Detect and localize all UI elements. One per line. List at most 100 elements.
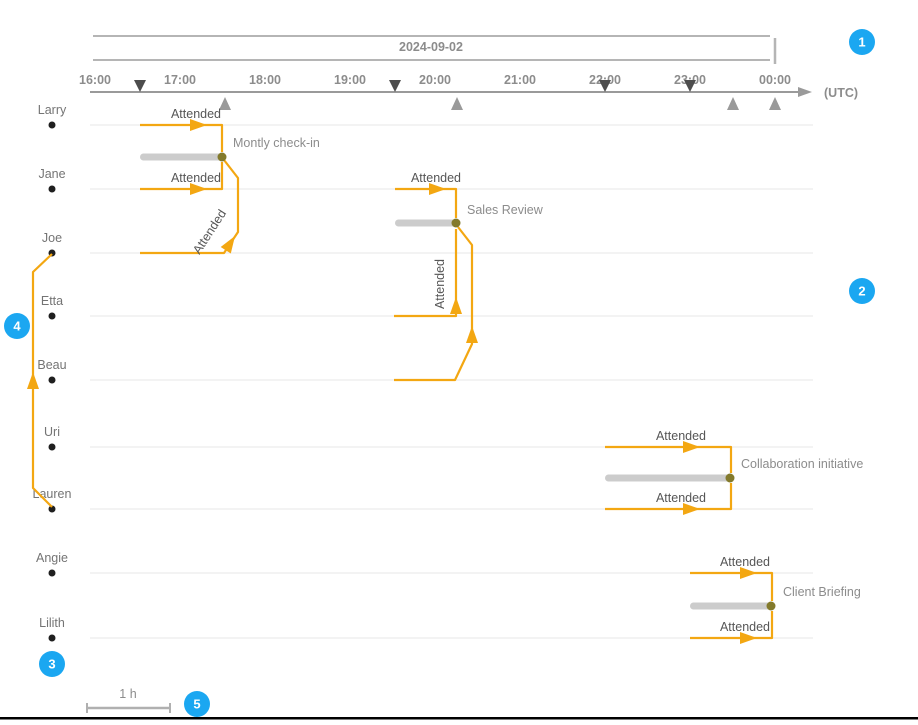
attendance-arrowhead-jane: [190, 183, 207, 195]
attended-label-lilith: Attended: [720, 620, 770, 634]
attendance-path-angie: [690, 571, 774, 601]
relation-arrowhead: [27, 372, 39, 389]
attendance-path-etta: [394, 229, 458, 318]
axis-tick-label: 16:00: [79, 73, 111, 87]
event-label-sales-review: Sales Review: [467, 203, 544, 217]
badge-circle-2[interactable]: [849, 278, 875, 304]
annotation-badge-2[interactable]: 2: [849, 278, 875, 304]
event-client-briefing: Attended Attended Client Briefing: [690, 555, 861, 644]
badge-circle-3[interactable]: [39, 651, 65, 677]
person-node-angie[interactable]: [48, 569, 56, 577]
badge-number-2: 2: [858, 284, 865, 299]
date-band: 2024-09-02: [93, 35, 777, 64]
person-node-beau[interactable]: [48, 376, 56, 384]
event-end-marker: [219, 97, 231, 110]
attendance-arrowhead-joe: [220, 236, 235, 254]
event-bar-montly-check-in[interactable]: [140, 153, 222, 161]
scale-legend: 1 h: [86, 687, 171, 713]
badge-circle-5[interactable]: [184, 691, 210, 717]
person-label-angie: Angie: [36, 551, 68, 565]
person-node-larry[interactable]: [48, 121, 56, 129]
annotation-badge-1[interactable]: 1: [849, 29, 875, 55]
attended-label-lauren: Attended: [656, 491, 706, 505]
event-bar-collaboration-initiative[interactable]: [605, 474, 730, 482]
attendance-arrowhead-uri: [683, 441, 700, 453]
attended-label-jane: Attended: [171, 171, 221, 185]
attendance-arrowhead-etta: [450, 297, 462, 314]
event-end-dot-sales-review[interactable]: [451, 218, 461, 228]
person-label-etta: Etta: [41, 294, 63, 308]
attendance-arrowhead-beau: [466, 326, 478, 343]
attendance-path-beau: [394, 226, 474, 382]
axis-tick-label: 19:00: [334, 73, 366, 87]
event-end-dot-collaboration-initiative[interactable]: [725, 473, 735, 483]
date-label: 2024-09-02: [399, 40, 463, 54]
event-label-client-briefing: Client Briefing: [783, 585, 861, 599]
event-montly-check-in: Attended Attended Attended Montly check-in: [140, 107, 320, 257]
attendance-path-joe: [140, 159, 240, 255]
event-end-marker: [769, 97, 781, 110]
person-label-lilith: Lilith: [39, 616, 65, 630]
person-label-beau: Beau: [37, 358, 66, 372]
bottom-rule: [0, 717, 918, 720]
person-label-jane: Jane: [38, 167, 65, 181]
badge-circle-4[interactable]: [4, 313, 30, 339]
event-end-marker: [727, 97, 739, 110]
event-sales-review: Attended Attended Sales Review: [394, 171, 544, 382]
badge-number-3: 3: [48, 657, 55, 672]
annotation-badge-5[interactable]: 5: [184, 691, 210, 717]
event-collaboration-initiative: Attended Attended Collaboration initiative: [605, 429, 863, 515]
person-node-etta[interactable]: [48, 312, 56, 320]
axis-tick-label: 21:00: [504, 73, 536, 87]
event-end-dot-client-briefing[interactable]: [766, 601, 776, 611]
time-axis: (UTC)16:0017:0018:0019:0020:0021:0022:00…: [79, 73, 858, 110]
attendance-arrowhead-larry: [190, 119, 207, 131]
time-axis-arrowhead: [798, 87, 812, 97]
attended-label-uri: Attended: [656, 429, 706, 443]
attendance-arrowhead-lauren: [683, 503, 700, 515]
attended-label-larry: Attended: [171, 107, 221, 121]
event-end-marker: [451, 97, 463, 110]
event-bar-client-briefing[interactable]: [690, 602, 771, 610]
attended-label-angie: Attended: [720, 555, 770, 569]
person-label-joe: Joe: [42, 231, 62, 245]
event-label-montly-check-in: Montly check-in: [233, 136, 320, 150]
event-start-marker: [134, 80, 146, 92]
event-label-collaboration-initiative: Collaboration initiative: [741, 457, 863, 471]
attended-label-jane: Attended: [411, 171, 461, 185]
person-node-uri[interactable]: [48, 443, 56, 451]
attendance-path-larry: [140, 123, 224, 152]
attendance-arrowhead-angie: [740, 567, 757, 579]
relation-arrow-lauren-to-joe: [27, 253, 53, 508]
event-bar-sales-review[interactable]: [395, 219, 456, 227]
attended-label-joe: Attended: [190, 207, 229, 257]
event-start-marker: [599, 80, 611, 92]
event-end-dot-montly-check-in[interactable]: [217, 152, 227, 162]
attendance-arrowhead-lilith: [740, 632, 757, 644]
person-label-uri: Uri: [44, 425, 60, 439]
badge-circle-1[interactable]: [849, 29, 875, 55]
attendance-path-jane: [395, 187, 458, 218]
axis-unit-label: (UTC): [824, 86, 858, 100]
axis-tick-label: 17:00: [164, 73, 196, 87]
annotation-badge-3[interactable]: 3: [39, 651, 65, 677]
axis-tick-label: 18:00: [249, 73, 281, 87]
annotation-badge-4[interactable]: 4: [4, 313, 30, 339]
attendance-path-lilith: [690, 611, 774, 640]
attendance-path-uri: [605, 445, 733, 473]
attendance-path-lauren: [605, 483, 733, 511]
badge-number-1: 1: [858, 35, 865, 50]
badge-number-4: 4: [13, 319, 21, 334]
event-start-marker: [684, 80, 696, 92]
person-node-lilith[interactable]: [48, 634, 56, 642]
badge-number-5: 5: [193, 697, 200, 712]
person-node-jane[interactable]: [48, 185, 56, 193]
attendance-path-jane: [140, 162, 224, 191]
scale-legend-label: 1 h: [119, 687, 136, 701]
axis-tick-label: 00:00: [759, 73, 791, 87]
attendance-arrowhead-jane: [429, 183, 446, 195]
person-node-lauren[interactable]: [48, 505, 56, 513]
person-label-larry: Larry: [38, 103, 67, 117]
